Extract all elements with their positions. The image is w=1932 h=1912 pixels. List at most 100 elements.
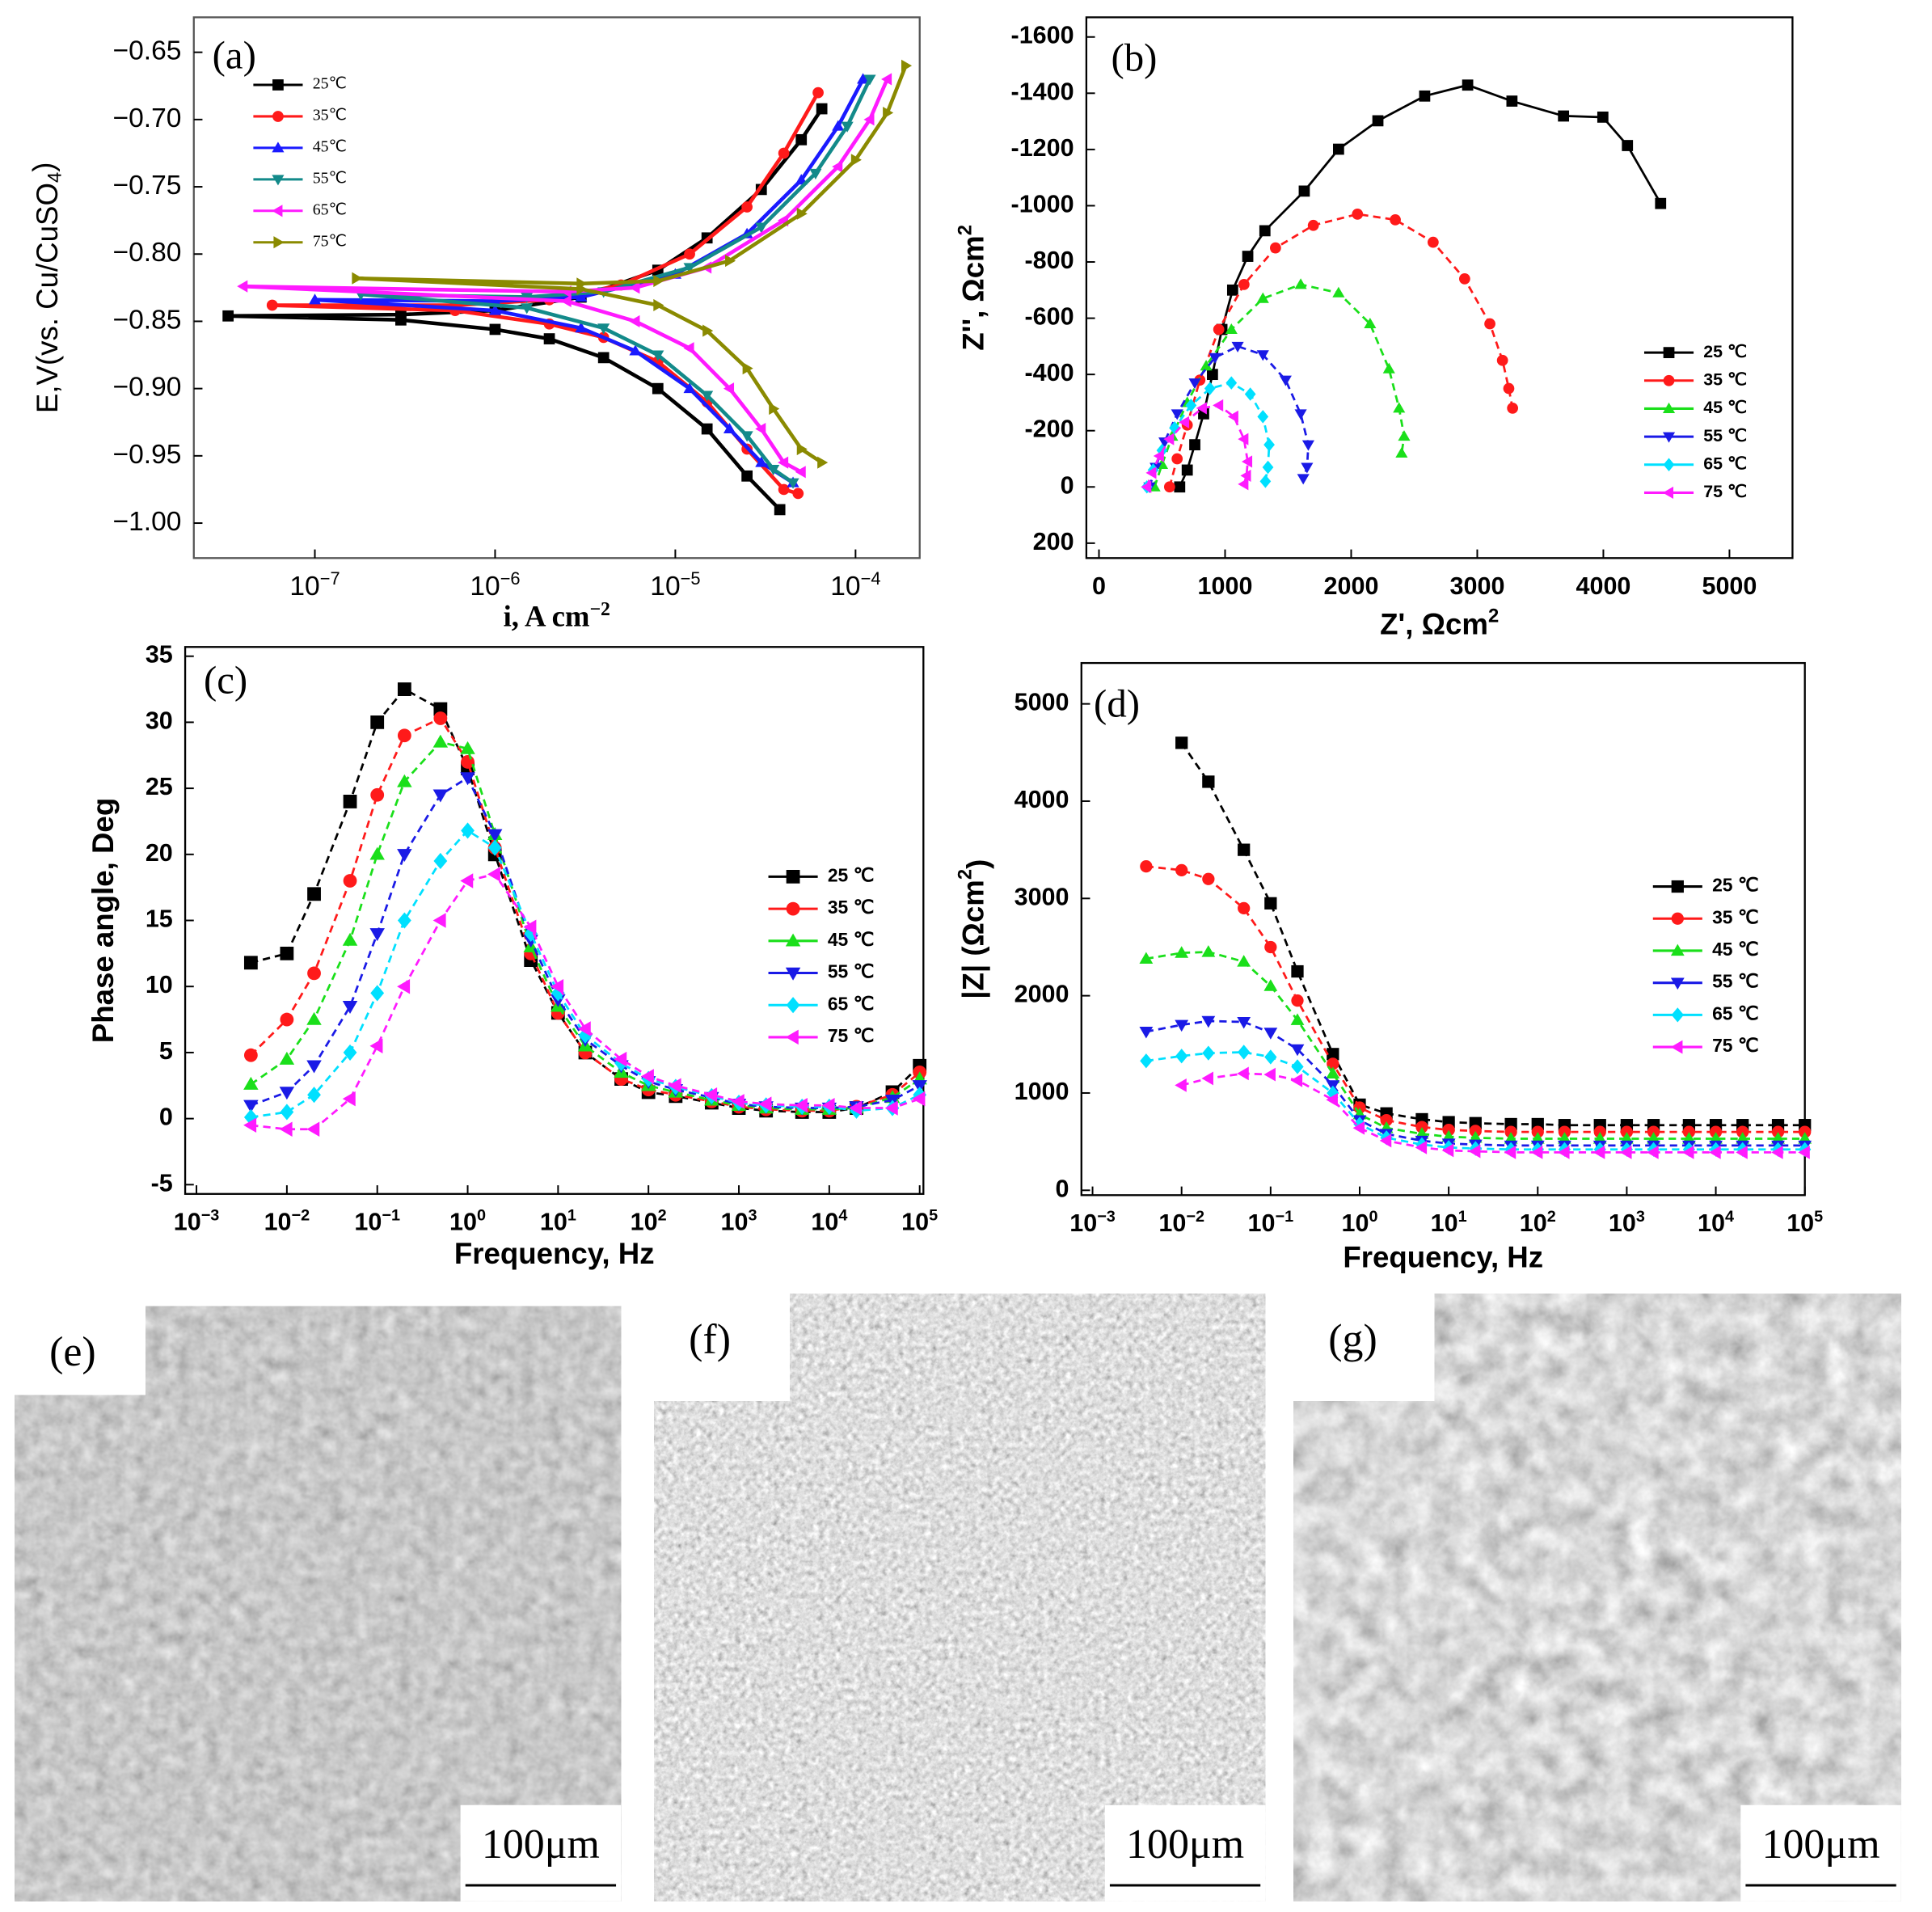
- x-tick-label-part: 0: [477, 1207, 486, 1225]
- data-point: [1256, 350, 1269, 361]
- data-point: [821, 1098, 835, 1113]
- data-point: [1175, 1019, 1189, 1032]
- data-point: [1622, 140, 1634, 151]
- y-tick-label-part: 5: [159, 1037, 173, 1065]
- data-point: [629, 281, 640, 294]
- data-point: [1270, 242, 1281, 254]
- data-point: [575, 290, 588, 302]
- data-point: [279, 1051, 295, 1065]
- data-point: [1291, 994, 1304, 1007]
- x-tick-label: 1000: [1198, 572, 1253, 600]
- x-tick-label-part: −1: [382, 1207, 400, 1225]
- y-tick-label-part: −1.00: [113, 507, 182, 537]
- data-point: [433, 852, 448, 870]
- data-point: [1139, 952, 1154, 964]
- data-point: [1398, 430, 1411, 441]
- data-point: [832, 120, 845, 131]
- y-axis-label: Phase angle, Deg: [86, 798, 119, 1043]
- data-point: [758, 1096, 772, 1112]
- data-point: [1188, 378, 1201, 390]
- data-point: [524, 925, 538, 942]
- x-tick-label-part: 10: [1698, 1209, 1725, 1237]
- y-tick-label-part: -5: [151, 1169, 173, 1197]
- data-point: [1503, 382, 1515, 395]
- y-tick-label: 20: [146, 839, 173, 867]
- data-point: [725, 255, 736, 268]
- legend-label: 55 ℃: [1712, 971, 1759, 992]
- legend-label: 35 ℃: [1712, 906, 1759, 927]
- x-axis-label-part: Frequency, Hz: [454, 1237, 655, 1270]
- x-tick-label-part: 10: [1431, 1209, 1458, 1237]
- data-point: [702, 324, 714, 337]
- data-point: [684, 248, 695, 260]
- data-point: [1558, 110, 1570, 122]
- y-tick-label: −0.80: [113, 238, 182, 268]
- legend-label: 55℃: [313, 169, 347, 187]
- data-point: [266, 299, 278, 311]
- legend-marker: [1663, 347, 1675, 358]
- data-point: [1200, 360, 1213, 371]
- x-tick-label-part: −6: [500, 568, 521, 589]
- data-point: [1736, 1125, 1749, 1138]
- data-point: [809, 168, 822, 179]
- data-point: [1201, 1071, 1213, 1086]
- data-point: [279, 1121, 293, 1137]
- y-tick-label: −1.00: [113, 507, 182, 537]
- data-point: [577, 1021, 591, 1036]
- data-point: [832, 160, 843, 173]
- data-point: [701, 423, 713, 435]
- series-line: [356, 65, 908, 465]
- x-tick-label: 104: [811, 1207, 847, 1236]
- y-tick-label-part: 15: [146, 905, 173, 933]
- legend-marker: [1663, 458, 1675, 472]
- scale-bar-label: 100μm: [482, 1821, 600, 1868]
- data-point: [1139, 1027, 1154, 1039]
- y-tick-label: 15: [146, 905, 173, 933]
- data-point: [1225, 323, 1238, 335]
- y-tick-label-part: −0.65: [113, 36, 182, 66]
- data-point: [1506, 95, 1518, 107]
- data-point: [342, 1091, 356, 1107]
- data-point: [741, 201, 753, 213]
- y-tick-label: −0.95: [113, 440, 182, 470]
- x-tick-label: 100: [1341, 1208, 1377, 1237]
- data-point: [243, 1117, 257, 1133]
- x-tick-label-part: 10: [540, 1208, 567, 1235]
- y-tick-label: 0: [159, 1104, 173, 1131]
- x-tick-label-part: 10: [650, 572, 680, 601]
- series-line: [250, 716, 921, 1112]
- x-tick-label: 3000: [1450, 572, 1505, 600]
- data-point: [816, 103, 828, 115]
- plot-frame: [1085, 16, 1794, 559]
- x-tick-label-part: 10: [470, 572, 500, 601]
- data-point: [1238, 843, 1251, 856]
- data-point: [1189, 439, 1200, 450]
- legend-marker: [785, 1029, 799, 1045]
- data-point: [1204, 382, 1216, 395]
- data-point: [1332, 286, 1345, 298]
- legend-label: 45 ℃: [1712, 939, 1759, 960]
- x-tick-label: 10−3: [174, 1207, 220, 1236]
- data-point: [1441, 1143, 1454, 1158]
- data-point: [243, 1076, 259, 1090]
- data-point: [432, 734, 449, 748]
- data-point: [576, 277, 588, 290]
- data-point: [1504, 1145, 1516, 1159]
- x-tick-label: 103: [1609, 1208, 1645, 1237]
- y-axis-label: E,V(vs. Cu/CuSO4): [27, 162, 65, 414]
- y-tick-label-part: -400: [1025, 359, 1074, 386]
- x-tick-label-part: 10: [811, 1208, 838, 1235]
- data-point: [369, 846, 385, 860]
- y-tick-label: −0.85: [113, 305, 182, 335]
- x-tick-label: 105: [901, 1207, 938, 1236]
- legend-marker: [1671, 880, 1684, 893]
- x-axis-label: i, A cm−2: [504, 599, 610, 633]
- data-point: [489, 323, 501, 336]
- y-tick-label-part: 1000: [1015, 1078, 1069, 1105]
- data-point: [397, 978, 411, 994]
- data-point: [1419, 90, 1431, 102]
- data-point: [222, 310, 234, 322]
- data-point: [841, 121, 854, 133]
- y-tick-label: -1200: [1011, 134, 1074, 162]
- data-point: [487, 829, 503, 842]
